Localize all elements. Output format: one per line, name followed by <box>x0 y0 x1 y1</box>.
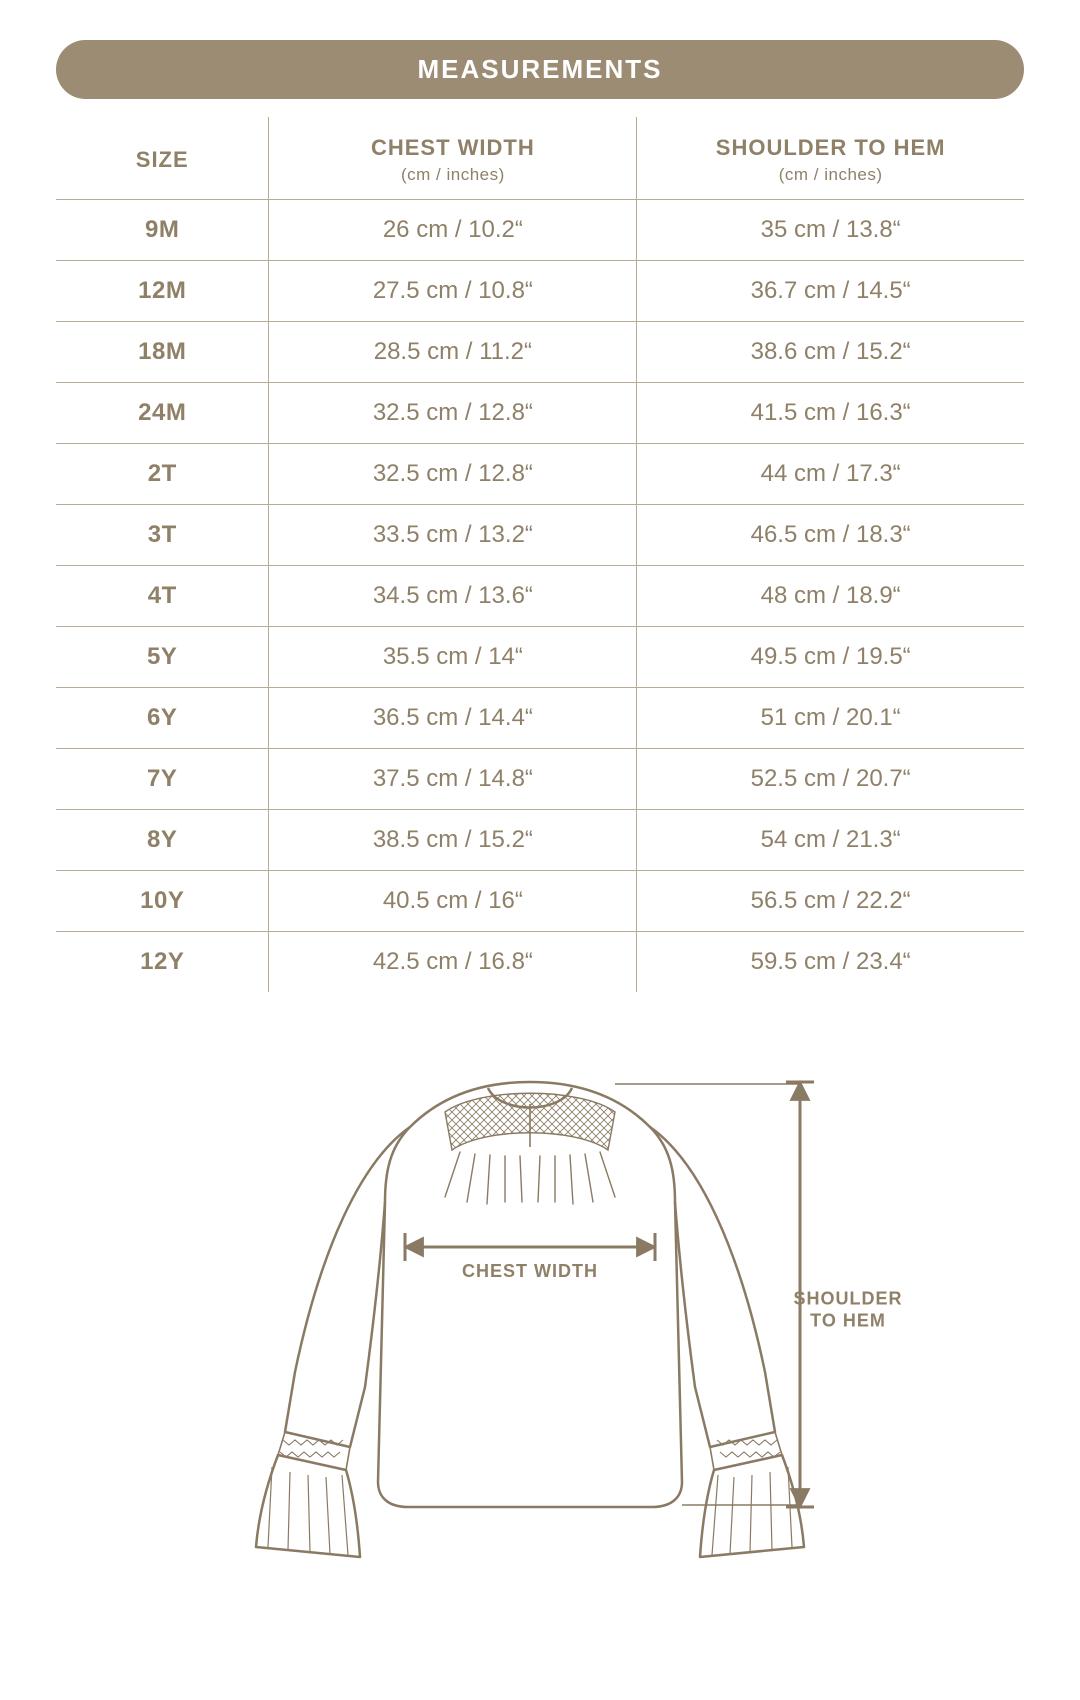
cell-size: 8Y <box>56 810 269 871</box>
table-row: 24M32.5 cm / 12.8“41.5 cm / 16.3“ <box>56 383 1024 444</box>
cell-chest: 26 cm / 10.2“ <box>269 200 637 261</box>
cell-chest: 40.5 cm / 16“ <box>269 871 637 932</box>
table-row: 2T32.5 cm / 12.8“44 cm / 17.3“ <box>56 444 1024 505</box>
cell-size: 2T <box>56 444 269 505</box>
cell-size: 4T <box>56 566 269 627</box>
col-header-chest-sub: (cm / inches) <box>277 165 628 185</box>
cell-shoulder: 59.5 cm / 23.4“ <box>637 932 1024 993</box>
table-row: 6Y36.5 cm / 14.4“51 cm / 20.1“ <box>56 688 1024 749</box>
cell-chest: 32.5 cm / 12.8“ <box>269 444 637 505</box>
cell-shoulder: 56.5 cm / 22.2“ <box>637 871 1024 932</box>
cell-chest: 35.5 cm / 14“ <box>269 627 637 688</box>
cell-size: 10Y <box>56 871 269 932</box>
banner-title: MEASUREMENTS <box>417 54 662 84</box>
table-row: 8Y38.5 cm / 15.2“54 cm / 21.3“ <box>56 810 1024 871</box>
cell-shoulder: 49.5 cm / 19.5“ <box>637 627 1024 688</box>
cell-shoulder: 52.5 cm / 20.7“ <box>637 749 1024 810</box>
col-header-chest-label: CHEST WIDTH <box>371 135 535 160</box>
chest-width-label: CHEST WIDTH <box>462 1261 598 1281</box>
cell-shoulder: 44 cm / 17.3“ <box>637 444 1024 505</box>
cell-shoulder: 36.7 cm / 14.5“ <box>637 261 1024 322</box>
cell-size: 3T <box>56 505 269 566</box>
table-row: 5Y35.5 cm / 14“49.5 cm / 19.5“ <box>56 627 1024 688</box>
cell-chest: 33.5 cm / 13.2“ <box>269 505 637 566</box>
cell-chest: 36.5 cm / 14.4“ <box>269 688 637 749</box>
col-header-chest: CHEST WIDTH (cm / inches) <box>269 117 637 200</box>
cell-chest: 32.5 cm / 12.8“ <box>269 383 637 444</box>
cell-size: 18M <box>56 322 269 383</box>
col-header-size-label: SIZE <box>136 147 189 172</box>
cell-shoulder: 54 cm / 21.3“ <box>637 810 1024 871</box>
garment-diagram-wrap: CHEST WIDTH SHOULDERTO HEM <box>56 1052 1024 1572</box>
table-row: 18M28.5 cm / 11.2“38.6 cm / 15.2“ <box>56 322 1024 383</box>
shoulder-to-hem-label-1: SHOULDER <box>793 1289 902 1309</box>
measurements-table: SIZE CHEST WIDTH (cm / inches) SHOULDER … <box>56 117 1024 992</box>
measurements-tbody: 9M26 cm / 10.2“35 cm / 13.8“12M27.5 cm /… <box>56 200 1024 993</box>
cell-shoulder: 35 cm / 13.8“ <box>637 200 1024 261</box>
size-chart-page: MEASUREMENTS SIZE CHEST WIDTH (cm / inch… <box>0 0 1080 1612</box>
cell-shoulder: 46.5 cm / 18.3“ <box>637 505 1024 566</box>
cell-shoulder: 41.5 cm / 16.3“ <box>637 383 1024 444</box>
cell-shoulder: 38.6 cm / 15.2“ <box>637 322 1024 383</box>
shoulder-to-hem-label-2: TO HEM <box>810 1311 886 1331</box>
measurements-banner: MEASUREMENTS <box>56 40 1024 99</box>
col-header-size: SIZE <box>56 117 269 200</box>
cell-chest: 42.5 cm / 16.8“ <box>269 932 637 993</box>
cell-size: 12Y <box>56 932 269 993</box>
table-row: 4T34.5 cm / 13.6“48 cm / 18.9“ <box>56 566 1024 627</box>
cell-size: 12M <box>56 261 269 322</box>
table-row: 12Y42.5 cm / 16.8“59.5 cm / 23.4“ <box>56 932 1024 993</box>
table-row: 9M26 cm / 10.2“35 cm / 13.8“ <box>56 200 1024 261</box>
col-header-shoulder: SHOULDER TO HEM (cm / inches) <box>637 117 1024 200</box>
cell-chest: 38.5 cm / 15.2“ <box>269 810 637 871</box>
cell-size: 9M <box>56 200 269 261</box>
cell-size: 7Y <box>56 749 269 810</box>
col-header-shoulder-label: SHOULDER TO HEM <box>716 135 946 160</box>
table-header-row: SIZE CHEST WIDTH (cm / inches) SHOULDER … <box>56 117 1024 200</box>
table-row: 7Y37.5 cm / 14.8“52.5 cm / 20.7“ <box>56 749 1024 810</box>
cell-size: 6Y <box>56 688 269 749</box>
cell-chest: 27.5 cm / 10.8“ <box>269 261 637 322</box>
cell-shoulder: 51 cm / 20.1“ <box>637 688 1024 749</box>
cell-chest: 37.5 cm / 14.8“ <box>269 749 637 810</box>
table-row: 3T33.5 cm / 13.2“46.5 cm / 18.3“ <box>56 505 1024 566</box>
col-header-shoulder-sub: (cm / inches) <box>645 165 1016 185</box>
table-row: 10Y40.5 cm / 16“56.5 cm / 22.2“ <box>56 871 1024 932</box>
garment-diagram: CHEST WIDTH SHOULDERTO HEM <box>160 1052 920 1572</box>
cell-chest: 34.5 cm / 13.6“ <box>269 566 637 627</box>
cell-shoulder: 48 cm / 18.9“ <box>637 566 1024 627</box>
table-row: 12M27.5 cm / 10.8“36.7 cm / 14.5“ <box>56 261 1024 322</box>
cell-size: 24M <box>56 383 269 444</box>
cell-chest: 28.5 cm / 11.2“ <box>269 322 637 383</box>
cell-size: 5Y <box>56 627 269 688</box>
